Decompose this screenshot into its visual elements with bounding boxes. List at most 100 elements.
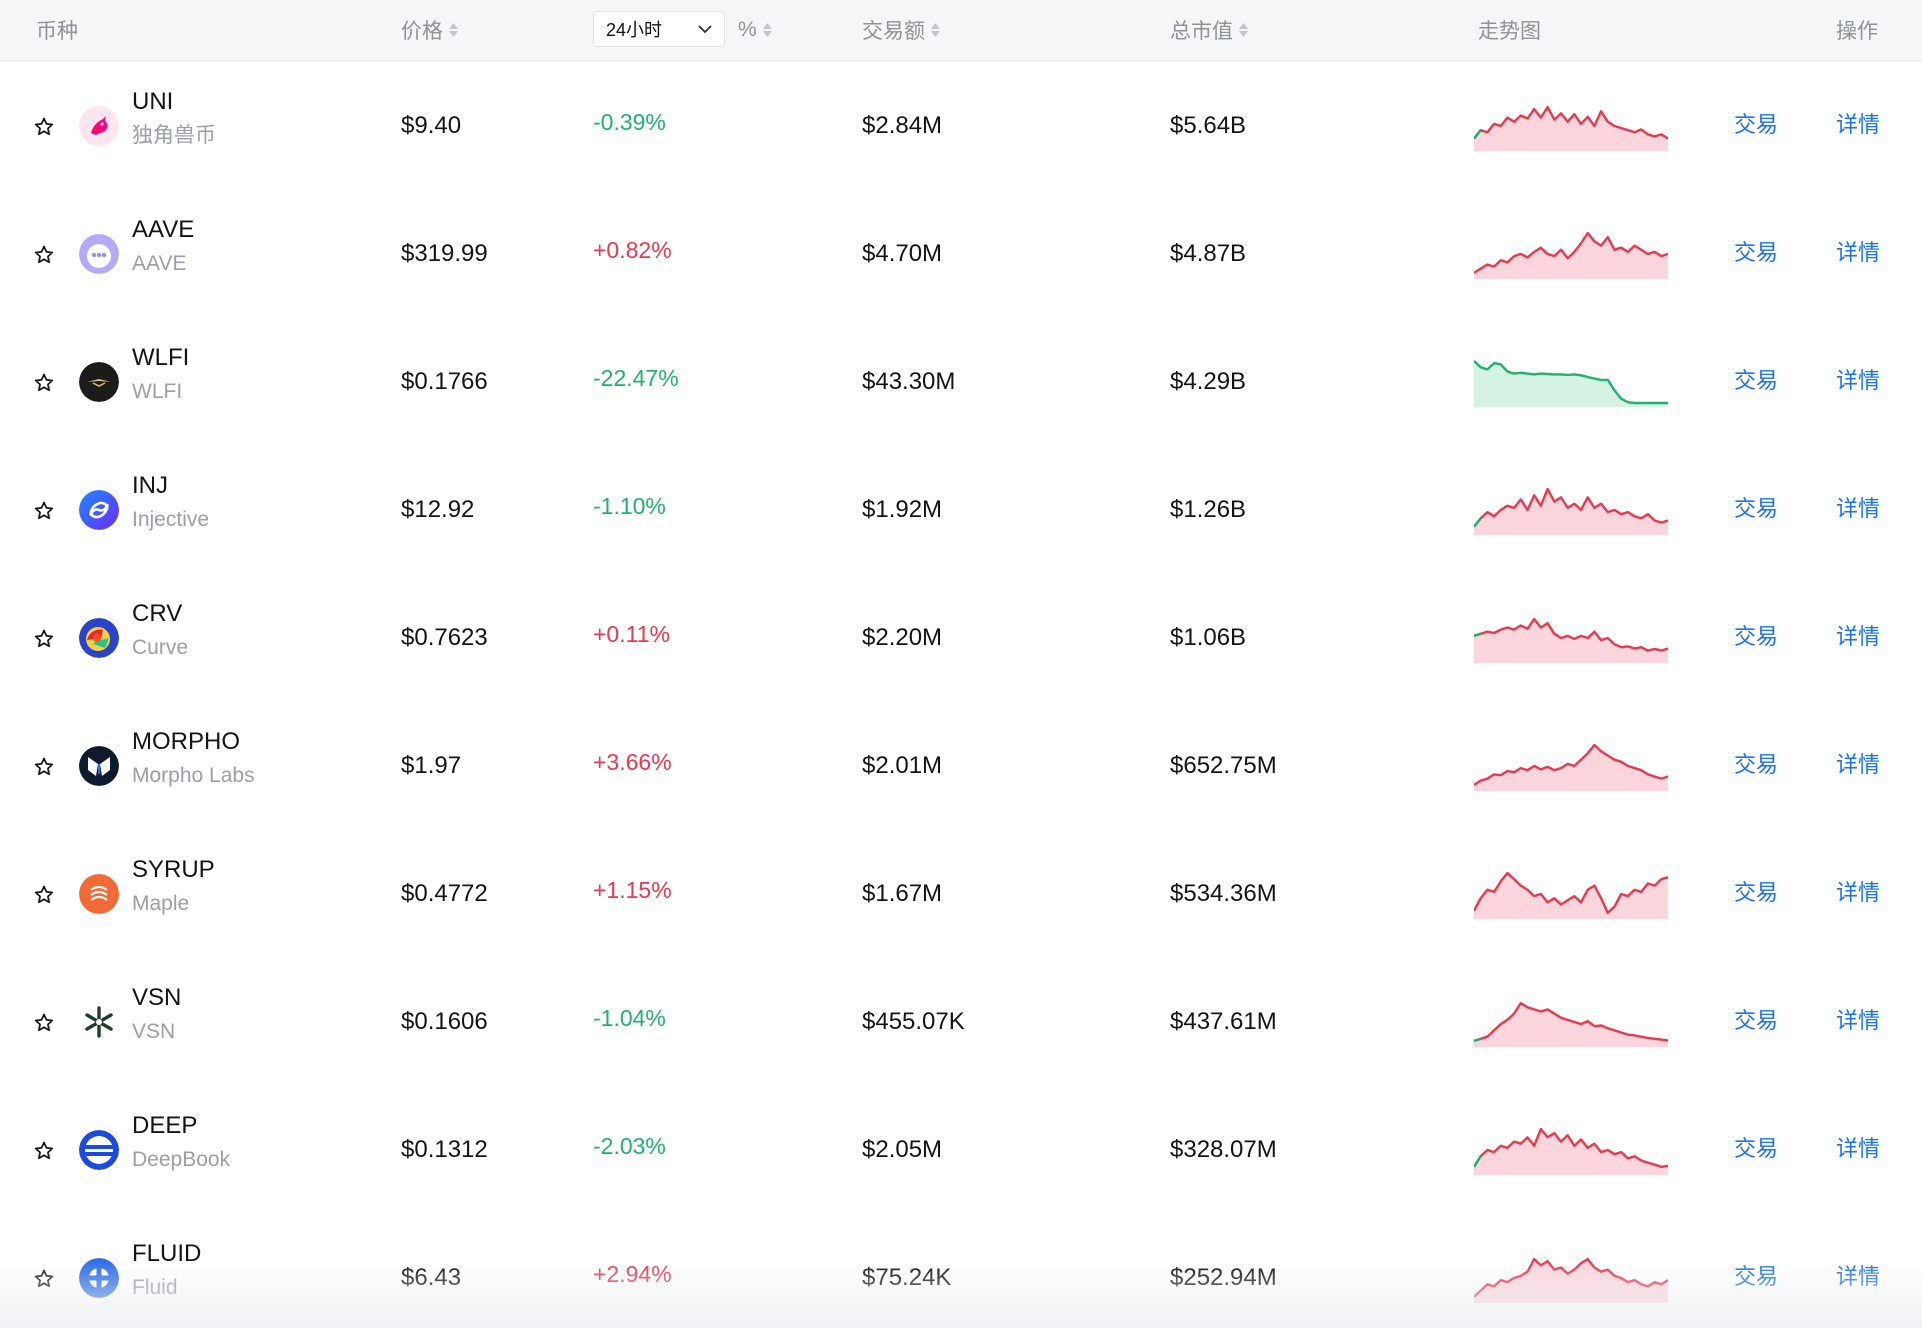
- change-percent: -0.39%: [593, 109, 666, 135]
- change-percent: +0.82%: [593, 237, 672, 263]
- volume-value: $2.20M: [862, 624, 943, 651]
- sort-icon[interactable]: [1239, 23, 1248, 37]
- coin-symbol[interactable]: CRV: [132, 600, 183, 627]
- coin-symbol[interactable]: SYRUP: [132, 856, 215, 883]
- market-cap-value: $4.29B: [1170, 368, 1247, 395]
- market-cap-value: $5.64B: [1170, 112, 1247, 139]
- detail-button[interactable]: 详情: [1836, 1008, 1881, 1033]
- volume-value: $4.70M: [862, 240, 943, 267]
- table-row[interactable]: SYRUP Maple $0.4772 +1.15% $1.67M $534.3…: [0, 831, 1922, 959]
- detail-button[interactable]: 详情: [1836, 752, 1881, 777]
- detail-button[interactable]: 详情: [1836, 1264, 1881, 1289]
- star-icon[interactable]: [33, 1012, 55, 1034]
- market-cap-value: $252.94M: [1170, 1264, 1277, 1291]
- trend-sparkline: [1473, 229, 1669, 279]
- sparkline-chart: [1473, 105, 1669, 151]
- market-cap-value: $1.06B: [1170, 624, 1247, 651]
- coin-name: WLFI: [132, 380, 183, 403]
- star-icon[interactable]: [33, 1140, 55, 1162]
- star-icon[interactable]: [33, 244, 55, 266]
- coin-name: 独角兽币: [132, 124, 216, 147]
- chevron-down-icon: [698, 24, 712, 33]
- star-icon[interactable]: [33, 628, 55, 650]
- detail-button[interactable]: 详情: [1836, 880, 1881, 905]
- trade-button[interactable]: 交易: [1734, 1136, 1779, 1161]
- table-row[interactable]: CRV Curve $0.7623 +0.11% $2.20M $1.06B 交…: [0, 575, 1922, 703]
- sparkline-chart: [1473, 487, 1669, 535]
- trade-button[interactable]: 交易: [1734, 752, 1779, 777]
- sort-icon[interactable]: [762, 23, 772, 37]
- change-percent: +1.15%: [593, 877, 672, 903]
- trade-button[interactable]: 交易: [1734, 1008, 1779, 1033]
- coin-symbol[interactable]: FLUID: [132, 1240, 202, 1267]
- trend-sparkline: [1473, 485, 1669, 535]
- header-volume[interactable]: 交易额: [862, 0, 940, 60]
- trend-sparkline: [1473, 1253, 1669, 1303]
- detail-button[interactable]: 详情: [1836, 112, 1881, 137]
- table-row[interactable]: MORPHO Morpho Labs $1.97 +3.66% $2.01M $…: [0, 703, 1922, 831]
- sort-icon[interactable]: [449, 23, 458, 37]
- table-row[interactable]: VSN VSN $0.1606 -1.04% $455.07K $437.61M…: [0, 959, 1922, 1087]
- deepbook-logo: [79, 1130, 119, 1170]
- trade-button[interactable]: 交易: [1734, 368, 1779, 393]
- coin-symbol[interactable]: MORPHO: [132, 728, 240, 755]
- unicorn-logo: [79, 106, 119, 146]
- trade-button[interactable]: 交易: [1734, 112, 1779, 137]
- detail-button[interactable]: 详情: [1836, 240, 1881, 265]
- table-row[interactable]: UNI 独角兽币 $9.40 -0.39% $2.84M $5.64B 交易 详…: [0, 63, 1922, 191]
- period-select[interactable]: 24小时: [593, 11, 725, 47]
- trade-button[interactable]: 交易: [1734, 240, 1779, 265]
- volume-value: $455.07K: [862, 1008, 965, 1035]
- fluid-logo: [79, 1258, 119, 1298]
- detail-button[interactable]: 详情: [1836, 1136, 1881, 1161]
- market-cap-value: $328.07M: [1170, 1136, 1277, 1163]
- volume-value: $1.92M: [862, 496, 943, 523]
- coin-name: Maple: [132, 892, 190, 915]
- table-row[interactable]: DEEP DeepBook $0.1312 -2.03% $2.05M $328…: [0, 1087, 1922, 1215]
- trend-sparkline: [1473, 357, 1668, 407]
- coin-symbol[interactable]: INJ: [132, 472, 168, 499]
- table-row[interactable]: AAVE AAVE $319.99 +0.82% $4.70M $4.87B 交…: [0, 191, 1922, 319]
- trade-button[interactable]: 交易: [1734, 496, 1779, 521]
- morpho-logo: [79, 746, 119, 786]
- change-percent: +0.11%: [593, 621, 670, 647]
- coin-name: Fluid: [132, 1276, 178, 1299]
- volume-value: $2.84M: [862, 112, 943, 139]
- star-icon[interactable]: [33, 756, 55, 778]
- market-cap-value: $652.75M: [1170, 752, 1277, 779]
- header-market-cap[interactable]: 总市值: [1170, 0, 1248, 60]
- sparkline-chart: [1472, 1127, 1669, 1175]
- coin-symbol[interactable]: DEEP: [132, 1112, 198, 1139]
- header-price[interactable]: 价格: [401, 0, 458, 60]
- price-value: $0.4772: [401, 880, 488, 907]
- trade-button[interactable]: 交易: [1734, 880, 1779, 905]
- volume-value: $2.01M: [862, 752, 943, 779]
- header-coin: 币种: [36, 20, 78, 43]
- table-row[interactable]: WLFI WLFI $0.1766 -22.47% $43.30M $4.29B…: [0, 319, 1922, 447]
- trend-sparkline: [1473, 741, 1669, 791]
- change-percent: -22.47%: [593, 365, 679, 391]
- coin-symbol[interactable]: AAVE: [132, 216, 195, 243]
- star-icon[interactable]: [33, 372, 55, 394]
- header-percent[interactable]: %: [738, 0, 772, 60]
- coin-name: AAVE: [132, 252, 187, 275]
- table-row[interactable]: FLUID Fluid $6.43 +2.94% $75.24K $252.94…: [0, 1215, 1922, 1343]
- sort-icon[interactable]: [931, 23, 940, 37]
- table-row[interactable]: INJ Injective $12.92 -1.10% $1.92M $1.26…: [0, 447, 1922, 575]
- coin-symbol[interactable]: WLFI: [132, 344, 190, 371]
- star-icon[interactable]: [33, 116, 55, 138]
- detail-button[interactable]: 详情: [1836, 368, 1881, 393]
- period-select-value: 24小时: [606, 20, 663, 40]
- trade-button[interactable]: 交易: [1734, 624, 1779, 649]
- coin-symbol[interactable]: UNI: [132, 88, 174, 115]
- star-icon[interactable]: [33, 884, 55, 906]
- detail-button[interactable]: 详情: [1836, 624, 1881, 649]
- star-icon[interactable]: [33, 1268, 55, 1290]
- trend-sparkline: [1472, 1125, 1669, 1175]
- trade-button[interactable]: 交易: [1734, 1264, 1779, 1289]
- curve-logo: [79, 618, 119, 658]
- detail-button[interactable]: 详情: [1836, 496, 1881, 521]
- coin-symbol[interactable]: VSN: [132, 984, 182, 1011]
- market-cap-value: $1.26B: [1170, 496, 1247, 523]
- star-icon[interactable]: [33, 500, 55, 522]
